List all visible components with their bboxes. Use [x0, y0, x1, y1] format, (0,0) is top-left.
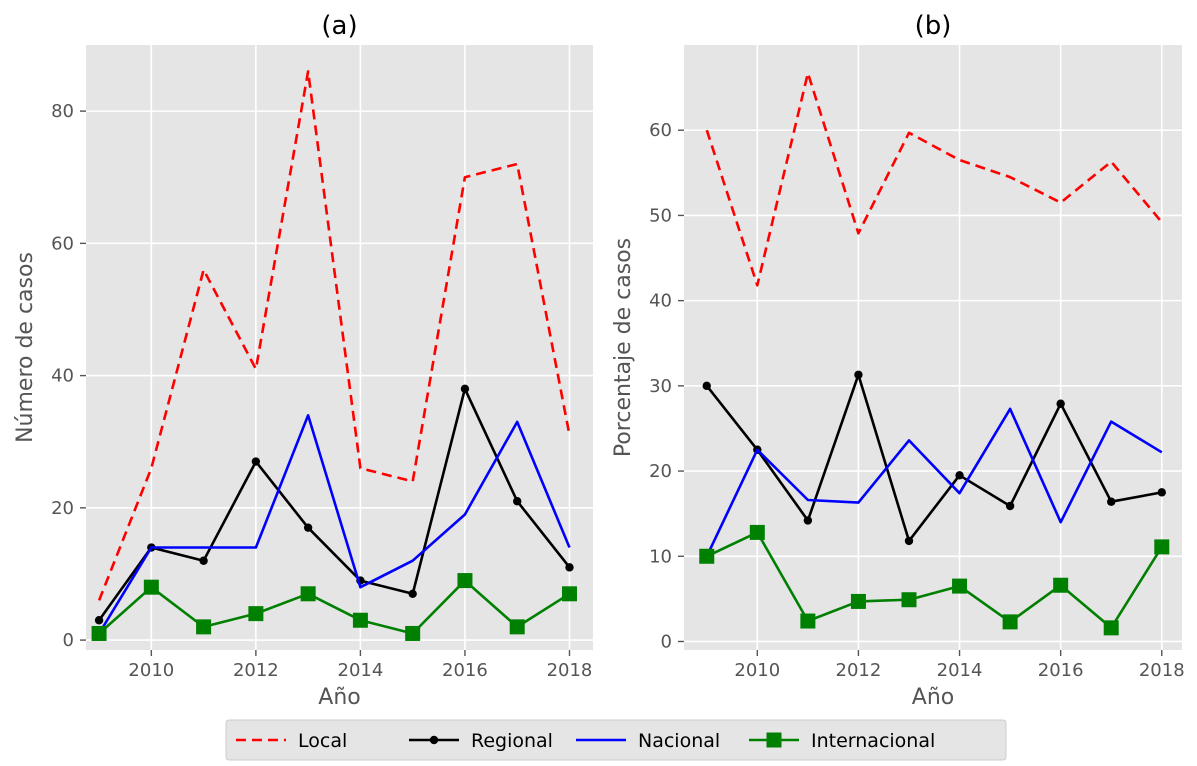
y-tick-label: 50 — [649, 205, 672, 226]
data-point-regional — [199, 557, 207, 565]
data-point-regional — [252, 457, 260, 465]
data-point-internacional — [92, 626, 107, 641]
legend-label-internacional: Internacional — [811, 730, 935, 752]
x-tick-label: 2018 — [547, 660, 593, 681]
data-point-internacional — [457, 573, 472, 588]
panel-title: (b) — [915, 11, 952, 41]
data-point-regional — [703, 382, 711, 390]
data-point-regional — [304, 523, 312, 531]
x-tick-label: 2010 — [734, 660, 780, 681]
data-point-internacional — [405, 626, 420, 641]
legend-marker-regional — [430, 736, 438, 744]
data-point-internacional — [562, 586, 577, 601]
y-tick-label: 0 — [661, 631, 672, 652]
data-point-internacional — [952, 579, 967, 594]
data-point-regional — [1056, 400, 1064, 408]
y-tick-label: 10 — [649, 546, 672, 567]
data-point-internacional — [901, 592, 916, 607]
data-point-internacional — [1154, 539, 1169, 554]
x-tick-label: 2018 — [1139, 660, 1185, 681]
y-tick-label: 30 — [649, 376, 672, 397]
x-axis-label: Año — [318, 685, 360, 710]
data-point-internacional — [800, 614, 815, 629]
data-point-regional — [461, 385, 469, 393]
data-point-internacional — [750, 525, 765, 540]
data-point-internacional — [1003, 614, 1018, 629]
y-tick-label: 60 — [51, 233, 74, 254]
x-tick-label: 2012 — [836, 660, 882, 681]
data-point-regional — [905, 537, 913, 545]
data-point-internacional — [301, 586, 316, 601]
x-axis-label: Año — [912, 685, 954, 710]
x-tick-label: 2012 — [233, 660, 279, 681]
data-point-internacional — [1104, 620, 1119, 635]
y-tick-label: 40 — [649, 291, 672, 312]
x-tick-label: 2014 — [937, 660, 983, 681]
y-tick-label: 80 — [51, 101, 74, 122]
x-tick-label: 2014 — [338, 660, 384, 681]
chart-panel-a: 2010 2012 2014 2016 2018 0 20 40 60 80 (a) Año Númer… — [13, 11, 593, 710]
data-point-regional — [565, 563, 573, 571]
data-point-internacional — [1053, 578, 1068, 593]
data-point-regional — [408, 590, 416, 598]
data-point-internacional — [144, 580, 159, 595]
y-axis-label: Porcentaje de casos — [611, 238, 636, 457]
data-point-internacional — [510, 619, 525, 634]
data-point-internacional — [196, 619, 211, 634]
y-axis-label: Número de casos — [13, 252, 38, 443]
legend-label-local: Local — [298, 730, 347, 752]
legend-label-nacional: Nacional — [638, 730, 720, 752]
data-point-regional — [1006, 502, 1014, 510]
legend-label-regional: Regional — [471, 730, 553, 752]
data-point-regional — [955, 471, 963, 479]
data-point-regional — [1107, 498, 1115, 506]
legend-marker-internacional — [767, 733, 782, 748]
data-point-internacional — [851, 594, 866, 609]
x-tick-label: 2016 — [442, 660, 488, 681]
y-tick-label: 20 — [649, 461, 672, 482]
legend: Local Regional Nacional Internacional — [226, 720, 1006, 760]
data-point-regional — [1158, 488, 1166, 496]
data-point-internacional — [353, 613, 368, 628]
data-point-regional — [95, 616, 103, 624]
data-point-regional — [854, 371, 862, 379]
y-tick-label: 40 — [51, 366, 74, 387]
data-point-regional — [804, 516, 812, 524]
data-point-regional — [513, 497, 521, 505]
panel-title: (a) — [321, 11, 357, 41]
y-tick-label: 20 — [51, 498, 74, 519]
x-tick-label: 2016 — [1038, 660, 1084, 681]
y-tick-label: 0 — [63, 630, 74, 651]
x-tick-label: 2010 — [128, 660, 174, 681]
data-point-internacional — [248, 606, 263, 621]
chart-panel-b: 2010 2012 2014 2016 2018 0 10 20 30 40 50 60 (b) Año P… — [611, 11, 1185, 710]
y-tick-label: 60 — [649, 120, 672, 141]
data-point-internacional — [699, 549, 714, 564]
plot-area — [684, 45, 1182, 650]
